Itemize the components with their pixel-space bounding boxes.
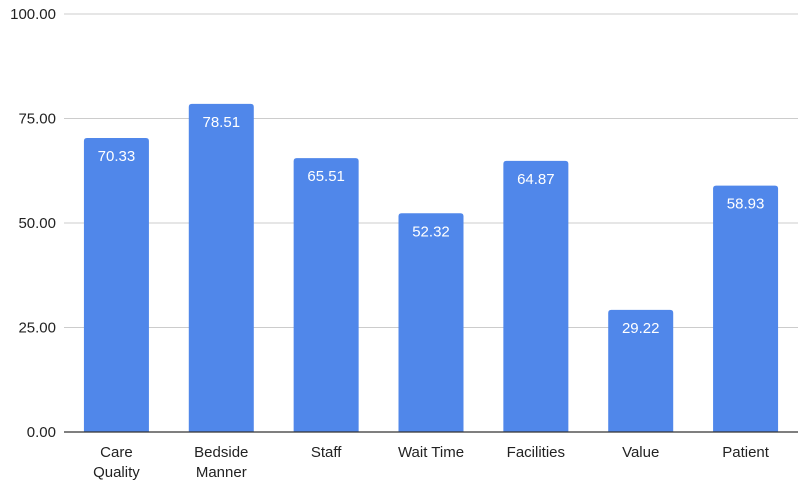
x-tick-label: Quality <box>93 464 140 481</box>
x-tick-label: Value <box>622 444 659 461</box>
y-tick-label: 100.00 <box>10 6 56 23</box>
y-tick-label: 50.00 <box>18 215 56 232</box>
x-tick-label: Staff <box>311 444 342 461</box>
bar <box>293 158 359 432</box>
data-label: 78.51 <box>203 114 241 131</box>
bar <box>503 160 569 433</box>
data-label: 70.33 <box>98 148 136 165</box>
bar <box>83 138 149 432</box>
x-tick-label: Manner <box>196 464 247 481</box>
y-axis-ticks: 0.00 25.00 50.00 75.00 100.00 <box>10 6 56 441</box>
data-label: 52.32 <box>412 223 450 240</box>
x-axis-categories: Care Quality Bedside Manner Staff Wait Time Fa… <box>93 444 770 481</box>
y-tick-label: 25.00 <box>18 320 56 337</box>
x-tick-label: Patient <box>722 444 770 461</box>
bar <box>398 213 464 432</box>
data-label: 64.87 <box>517 171 555 188</box>
data-label: 58.93 <box>727 196 765 213</box>
y-tick-label: 75.00 <box>18 111 56 128</box>
x-tick-label: Wait Time <box>398 444 464 461</box>
bar <box>713 185 779 432</box>
value-labels: 70.33 78.51 65.51 52.32 64.87 29.22 58.93 <box>98 114 765 337</box>
bar <box>608 309 674 432</box>
data-label: 29.22 <box>622 320 660 337</box>
x-tick-label: Care <box>100 444 133 461</box>
bars <box>83 103 779 433</box>
bar <box>188 103 254 433</box>
y-tick-label: 0.00 <box>27 424 56 441</box>
x-tick-label: Bedside <box>194 444 248 461</box>
x-tick-label: Facilities <box>507 444 565 461</box>
data-label: 65.51 <box>307 168 345 185</box>
